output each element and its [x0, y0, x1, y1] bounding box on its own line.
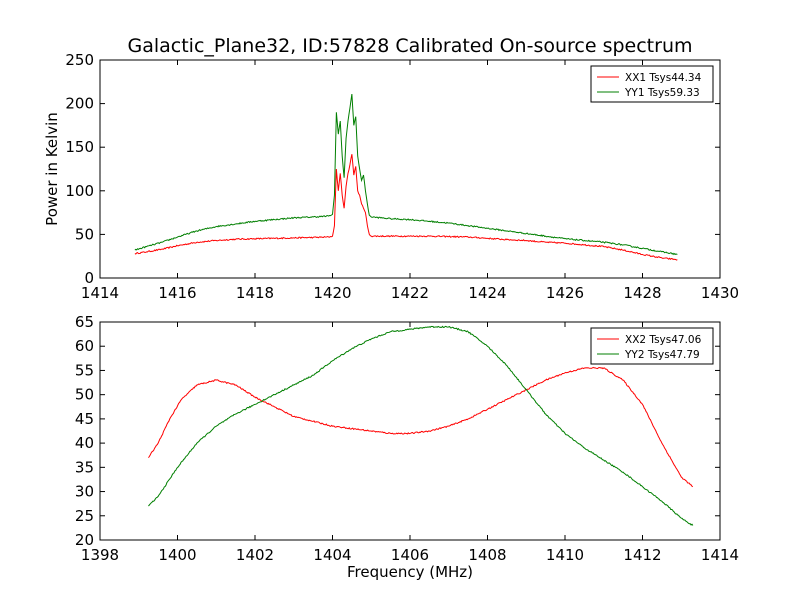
x-axis-label: Frequency (MHz): [347, 563, 473, 581]
y-tick-label: 200: [65, 95, 94, 113]
x-tick-label: 1418: [236, 284, 274, 302]
y-tick-label: 30: [75, 483, 94, 501]
chart-title: Galactic_Plane32, ID:57828 Calibrated On…: [127, 35, 692, 57]
x-tick-label: 1426: [546, 284, 584, 302]
x-tick-label: 1402: [236, 546, 274, 564]
x-tick-label: 1414: [701, 546, 739, 564]
series-line-2: [134, 93, 678, 256]
y-tick-label: 100: [65, 182, 94, 200]
x-tick-label: 1424: [468, 284, 506, 302]
y-tick-label: 40: [75, 434, 94, 452]
y-tick-label: 50: [75, 225, 94, 243]
x-tick-label: 1406: [391, 546, 429, 564]
y-tick-label: 20: [75, 531, 94, 549]
y-tick-label: 60: [75, 337, 94, 355]
y-tick-label: 250: [65, 51, 94, 69]
x-tick-label: 1410: [546, 546, 584, 564]
y-tick-label: 55: [75, 361, 94, 379]
x-tick-label: 1414: [81, 284, 119, 302]
legend-label: YY1 Tsys59.33: [624, 87, 700, 99]
x-tick-label: 1420: [313, 284, 351, 302]
legend-label: YY2 Tsys47.79: [624, 349, 700, 361]
y-tick-label: 150: [65, 138, 94, 156]
y-tick-label: 65: [75, 313, 94, 331]
series-line-1: [134, 154, 678, 261]
x-tick-label: 1422: [391, 284, 429, 302]
x-tick-label: 1428: [623, 284, 661, 302]
x-tick-label: 1430: [701, 284, 739, 302]
y-tick-label: 45: [75, 410, 94, 428]
top-plot: 1414 1416 1418 1420 1422 1424 1426 1428 1430 0 50 1…: [43, 51, 739, 302]
x-tick-label: 1412: [623, 546, 661, 564]
legend: XX2 Tsys47.06 YY2 Tsys47.79: [590, 327, 714, 365]
x-tick-label: 1398: [81, 546, 119, 564]
y-axis-label: Power in Kelvin: [43, 112, 61, 226]
legend-box: [590, 327, 714, 365]
x-tick-label: 1416: [158, 284, 196, 302]
y-tick-label: 35: [75, 458, 94, 476]
x-tick-label: 1404: [313, 546, 351, 564]
series-line-2: [148, 325, 694, 526]
y-tick-label: 0: [84, 269, 94, 287]
legend-label: XX1 Tsys44.34: [625, 72, 702, 84]
x-tick-label: 1408: [468, 546, 506, 564]
bottom-plot: 1398 1400 1402 1404 1406 1408 1410 1412 1414 20 25…: [75, 313, 739, 581]
legend-box: [590, 65, 714, 103]
legend-label: XX2 Tsys47.06: [625, 334, 702, 346]
x-tick-label: 1400: [158, 546, 196, 564]
y-tick-label: 50: [75, 386, 94, 404]
legend: XX1 Tsys44.34 YY1 Tsys59.33: [590, 65, 714, 103]
y-tick-label: 25: [75, 507, 94, 525]
series-line-1: [148, 366, 694, 488]
